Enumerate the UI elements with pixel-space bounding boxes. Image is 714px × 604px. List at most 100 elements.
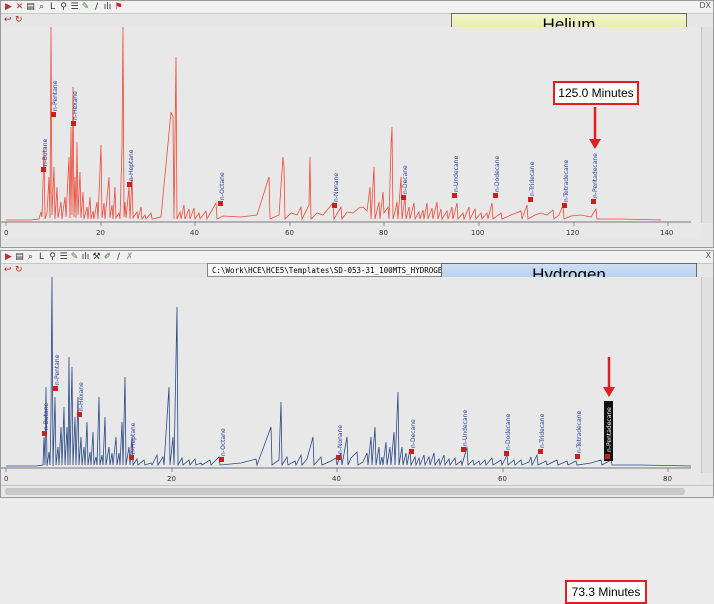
hydrogen-chromatogram-panel: ▶ ▤ ⌕ L ⚲ ☰ ✎ ılı ⚒ ✐ / ✗ X ↩ ↻ C:\Work\… [0, 250, 714, 604]
list-icon[interactable]: ☰ [59, 252, 68, 262]
peak-marker-butane [41, 167, 46, 172]
x-tick-80: 80 [379, 229, 388, 237]
x-tick-20: 20 [167, 475, 176, 483]
peak-label-nonane: n-Nonane [333, 173, 340, 202]
peak-label-dodecane: n-Dodecane [505, 413, 512, 450]
peak-marker-heptane [129, 455, 134, 460]
horizontal-scrollbar-bottom[interactable] [1, 485, 713, 497]
undo-icon[interactable]: ↩ [4, 265, 12, 275]
pencil-icon[interactable]: ✎ [81, 2, 90, 12]
search-icon[interactable]: ⚲ [60, 2, 67, 12]
print-icon[interactable]: ▤ [15, 252, 24, 262]
peak-label-tridecane: n-Tridecane [539, 413, 546, 448]
peak-label-tetradecane: n-Tetradecane [576, 410, 583, 453]
corner-label: DX [699, 1, 711, 10]
slash-icon[interactable]: / [94, 2, 99, 12]
peak-label-hexane: n-Hexane [72, 91, 79, 120]
print-icon[interactable]: ▤ [26, 2, 35, 12]
flag-icon[interactable]: ⚑ [114, 2, 123, 12]
vertical-scrollbar-bottom[interactable] [701, 277, 713, 473]
peak-marker-decane [401, 195, 406, 200]
peak-marker-octane [219, 457, 224, 462]
peak-label-decane: n-Decane [410, 419, 417, 448]
label-icon[interactable]: L [38, 252, 44, 262]
peak-label-pentadecane: n-Pentadecane [592, 153, 599, 198]
hydrogen-trace [6, 277, 692, 467]
delete-icon[interactable]: ✕ [15, 2, 24, 12]
x-tick-60: 60 [498, 475, 507, 483]
peak-label-pentadecane: n-Pentadecane [606, 407, 613, 452]
peaks-icon[interactable]: ılı [81, 252, 90, 262]
peak-marker-tridecane [538, 449, 543, 454]
x-tick-0: 0 [4, 475, 8, 483]
peak-label-hexane: n-Hexane [78, 382, 85, 411]
peak-label-octane: n-Octane [219, 172, 226, 200]
run-icon[interactable]: ▶ [5, 252, 12, 262]
x-tick-60: 60 [285, 229, 294, 237]
peak-marker-hexane [71, 121, 76, 126]
disabled-tool-icon[interactable]: ✗ [125, 252, 134, 262]
search-icon[interactable]: ⚲ [49, 252, 56, 262]
peak-marker-tridecane [528, 197, 533, 202]
x-tick-80: 80 [663, 475, 672, 483]
helium-trace [6, 27, 662, 221]
peak-marker-nonane [336, 455, 341, 460]
callout-arrow-top [589, 107, 601, 149]
peak-marker-octane [218, 201, 223, 206]
peak-markers [41, 112, 596, 208]
peak-label-undecane: n-Undecane [453, 156, 460, 192]
tools-icon[interactable]: ⚒ [92, 252, 101, 262]
brush-icon[interactable]: ✐ [103, 252, 112, 262]
helium-chromatogram-panel: ▶ ✕ ▤ ⌕ L ⚲ ☰ ✎ / ılı ⚑ DX ↩ ↻ Helium [0, 0, 714, 248]
peak-label-butane: n-Butane [43, 402, 50, 430]
scroll-thumb[interactable] [5, 488, 685, 495]
peak-label-heptane: n-Heptane [130, 422, 137, 454]
x-axis-ticks-bottom [5, 468, 669, 472]
peak-marker-dodecane [504, 451, 509, 456]
zoom-icon[interactable]: ⌕ [27, 252, 34, 262]
peak-label-octane: n-Octane [220, 428, 227, 456]
peak-marker-nonane [332, 203, 337, 208]
zoom-icon[interactable]: ⌕ [38, 2, 45, 12]
undo-icon[interactable]: ↩ [4, 15, 12, 25]
callout-arrow-bottom [603, 357, 615, 397]
peak-label-tetradecane: n-Tetradecane [563, 159, 570, 202]
corner-label: X [705, 251, 711, 260]
list-icon[interactable]: ☰ [70, 2, 79, 12]
peak-label-pentane: n-Pentane [52, 80, 59, 111]
peak-label-dodecane: n-Dodecane [494, 155, 501, 192]
reset-icon[interactable]: ↻ [15, 265, 23, 275]
vertical-scrollbar-top[interactable] [701, 27, 713, 223]
peak-marker-dodecane [493, 193, 498, 198]
peak-label-undecane: n-Undecane [462, 410, 469, 446]
x-tick-20: 20 [96, 229, 105, 237]
x-tick-100: 100 [471, 229, 484, 237]
peak-marker-pentane [51, 112, 56, 117]
peak-label-butane: n-Butane [42, 138, 49, 166]
peaks-icon[interactable]: ılı [103, 2, 112, 12]
peak-label-decane: n-Decane [402, 165, 409, 194]
peak-label-heptane: n-Heptane [128, 149, 135, 181]
peak-label-pentane: n-Pentane [54, 354, 61, 385]
label-icon[interactable]: L [49, 2, 55, 12]
x-tick-40: 40 [190, 229, 199, 237]
pencil-icon[interactable]: ✎ [70, 252, 79, 262]
peak-marker-hexane [77, 412, 82, 417]
reset-icon[interactable]: ↻ [15, 15, 23, 25]
helium-chromatogram: n-Butane n-Pentane n-Hexane n-Heptane n-… [1, 27, 701, 239]
peak-label-nonane: n-Nonane [337, 425, 344, 454]
peak-marker-undecane [452, 193, 457, 198]
x-axis-ticks-top [5, 222, 669, 226]
peak-label-pentadecane-highlighted: n-Pentadecane [604, 401, 613, 461]
peak-marker-undecane [461, 447, 466, 452]
peak-marker-pentadecane [591, 199, 596, 204]
x-tick-40: 40 [332, 475, 341, 483]
x-tick-120: 120 [566, 229, 579, 237]
peak-marker-heptane [127, 182, 132, 187]
run-icon[interactable]: ▶ [5, 2, 12, 12]
retention-callout-hydrogen: 73.3 Minutes [565, 580, 647, 604]
top-toolbar: ▶ ✕ ▤ ⌕ L ⚲ ☰ ✎ / ılı ⚑ DX [1, 1, 713, 14]
peak-label-tridecane: n-Tridecane [529, 161, 536, 196]
template-file-path: C:\Work\HCE\HCE5\Templates\SD-053-31_100… [207, 263, 475, 277]
slash-icon[interactable]: / [116, 252, 121, 262]
